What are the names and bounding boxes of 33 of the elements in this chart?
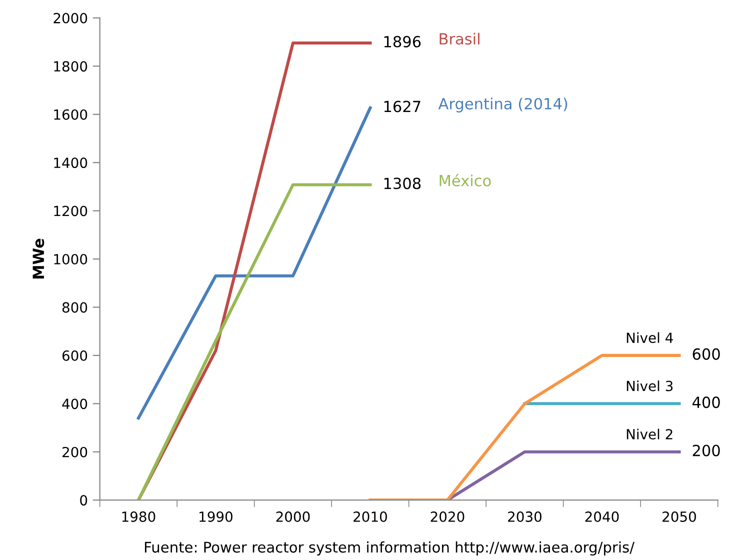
series-label: Nivel 4 bbox=[626, 332, 673, 344]
y-tick-label: 0 bbox=[80, 495, 88, 506]
x-tick-label: 1980 bbox=[122, 511, 156, 522]
x-tick-label: 2020 bbox=[430, 511, 464, 522]
x-tick-label: 1990 bbox=[200, 511, 232, 522]
data-label: 400 bbox=[692, 396, 720, 408]
series-label: Nivel 3 bbox=[626, 380, 673, 392]
x-tick-label: 2030 bbox=[508, 511, 542, 522]
x-tick-label: 2050 bbox=[662, 511, 696, 522]
y-tick-label: 1400 bbox=[54, 158, 88, 168]
data-label: 600 bbox=[692, 348, 720, 360]
data-label: 1627 bbox=[384, 100, 420, 112]
x-tick-label: 2000 bbox=[276, 511, 310, 522]
y-tick-label: 2000 bbox=[54, 12, 88, 24]
y-tick-label: 600 bbox=[62, 350, 88, 361]
y-tick-label: 400 bbox=[62, 398, 88, 410]
data-label: 1896 bbox=[384, 36, 421, 48]
y-axis-title: MWe bbox=[32, 238, 44, 279]
data-label: 1308 bbox=[384, 178, 421, 190]
x-tick-label: 2040 bbox=[585, 511, 619, 522]
data-label: 200 bbox=[692, 444, 720, 456]
text: México bbox=[440, 174, 491, 186]
y-tick-label: 1800 bbox=[54, 61, 88, 72]
x-tick-label: 2010 bbox=[354, 511, 387, 522]
series-label: Nivel 2 bbox=[626, 428, 672, 440]
y-tick-label: 1200 bbox=[54, 206, 88, 216]
text: Brasil bbox=[440, 32, 480, 45]
y-tick-label: 1600 bbox=[54, 109, 88, 120]
y-tick-label: 200 bbox=[62, 446, 88, 458]
source-note: Fuente: Power reactor system information http://www.iaea.org/pris/ bbox=[144, 541, 635, 556]
text: Argentina (2014) bbox=[438, 98, 568, 112]
y-tick-label: 1000 bbox=[54, 254, 88, 264]
y-tick-label: 800 bbox=[62, 302, 88, 313]
